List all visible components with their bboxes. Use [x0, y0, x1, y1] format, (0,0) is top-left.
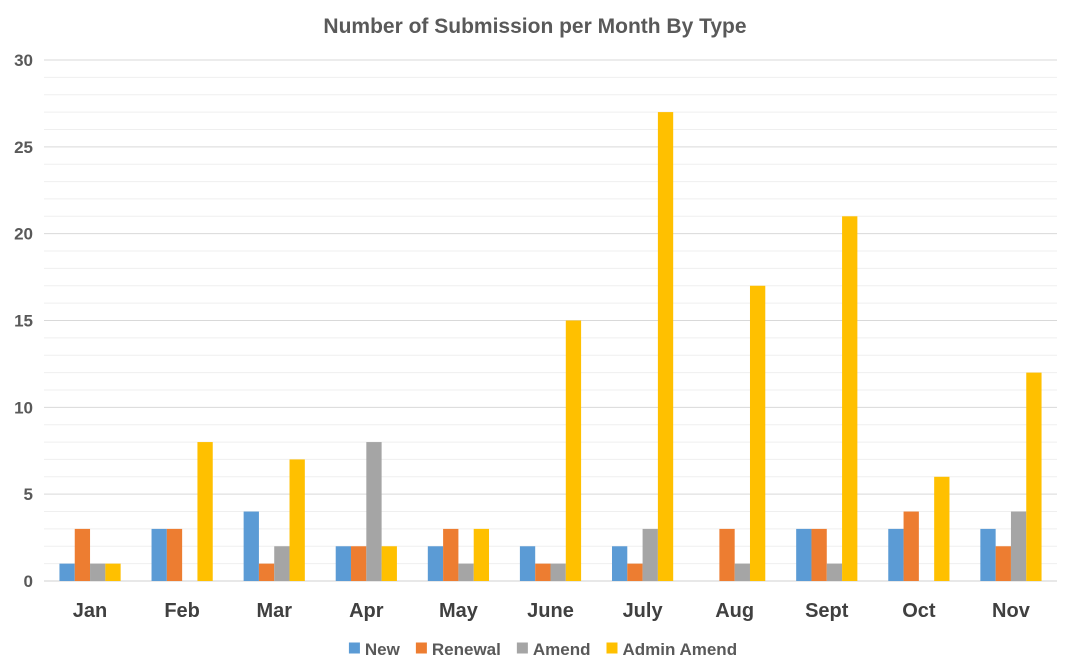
x-tick-label: Apr — [349, 600, 384, 622]
bar-new-oct — [888, 528, 904, 581]
legend-label: Renewal — [432, 640, 501, 659]
bar-admin-amend-apr — [381, 546, 397, 581]
y-tick-label: 5 — [24, 485, 33, 504]
bar-amend-sept — [826, 563, 843, 581]
bar-amend-nov — [1010, 511, 1027, 581]
x-tick-label: July — [623, 600, 664, 622]
gridlines — [44, 59, 1057, 582]
bar-new-jan — [59, 563, 75, 581]
x-axis-ticks: Jan Feb Mar Apr May June July Aug Sept Oct Nov — [73, 600, 1031, 622]
x-tick-label: May — [439, 600, 479, 622]
chart-title: Number of Submission per Month By Type — [323, 15, 746, 38]
bar-new-june — [519, 546, 536, 581]
bar-renewal-june — [535, 563, 551, 581]
bar-amend-july — [642, 528, 658, 581]
legend-label: Admin Amend — [622, 640, 737, 659]
bar-admin-amend-oct — [934, 476, 950, 581]
bar-admin-amend-sept — [842, 216, 858, 582]
y-tick-label: 20 — [14, 225, 33, 244]
bar-new-may — [427, 546, 444, 581]
bar-admin-amend-may — [473, 528, 490, 581]
x-tick-label: Oct — [902, 600, 936, 622]
bar-admin-amend-feb — [197, 442, 213, 581]
legend-swatch — [516, 642, 528, 654]
bar-new-nov — [980, 528, 996, 581]
bar-renewal-feb — [166, 528, 183, 581]
y-tick-label: 10 — [14, 398, 33, 417]
bar-new-sept — [796, 528, 812, 581]
bar-amend-jan — [90, 563, 106, 581]
y-tick-label: 0 — [24, 572, 33, 591]
legend: New Renewal Amend Admin Amend — [348, 640, 737, 659]
x-tick-label: Jan — [73, 600, 107, 622]
y-tick-label: 15 — [14, 312, 33, 331]
legend-swatch — [415, 642, 427, 654]
legend-item-new: New — [348, 640, 401, 659]
x-tick-label: Feb — [164, 600, 200, 622]
bar-new-july — [611, 546, 628, 581]
bar-amend-apr — [366, 442, 382, 581]
bar-admin-amend-aug — [749, 285, 766, 581]
bar-amend-aug — [734, 563, 750, 581]
bar-amend-may — [458, 563, 474, 581]
bar-admin-amend-mar — [289, 459, 305, 581]
legend-item-renewal: Renewal — [415, 640, 501, 659]
legend-swatch — [606, 642, 618, 654]
bar-new-apr — [335, 546, 352, 581]
y-axis-ticks: 0 5 10 15 20 25 30 — [14, 51, 33, 591]
bar-amend-june — [550, 563, 566, 581]
x-tick-label: Nov — [992, 600, 1031, 622]
bar-new-mar — [243, 511, 259, 581]
bar-renewal-nov — [995, 546, 1011, 581]
y-tick-label: 30 — [14, 51, 33, 70]
bar-renewal-sept — [811, 528, 827, 581]
x-tick-label: Mar — [256, 600, 292, 622]
bar-renewal-aug — [719, 528, 735, 581]
bar-renewal-mar — [258, 563, 275, 581]
x-tick-label: June — [527, 600, 574, 622]
legend-item-admin-amend: Admin Amend — [606, 640, 737, 659]
bar-admin-amend-jan — [105, 563, 121, 581]
bar-renewal-jan — [74, 528, 91, 581]
bar-renewal-apr — [351, 546, 367, 581]
bar-admin-amend-nov — [1026, 372, 1042, 581]
legend-label: New — [365, 640, 401, 659]
x-tick-label: Aug — [715, 600, 754, 622]
legend-label: Amend — [533, 640, 591, 659]
bar-amend-mar — [274, 546, 290, 581]
bar-renewal-july — [627, 563, 643, 581]
x-tick-label: Sept — [805, 600, 849, 622]
legend-item-amend: Amend — [516, 640, 591, 659]
bar-new-feb — [151, 528, 167, 581]
bar-admin-amend-june — [565, 320, 582, 581]
bar-admin-amend-july — [657, 112, 674, 581]
bars — [59, 112, 1042, 582]
y-tick-label: 25 — [14, 138, 33, 157]
bar-renewal-oct — [903, 511, 919, 581]
bar-renewal-may — [443, 528, 459, 581]
legend-swatch — [348, 642, 360, 654]
